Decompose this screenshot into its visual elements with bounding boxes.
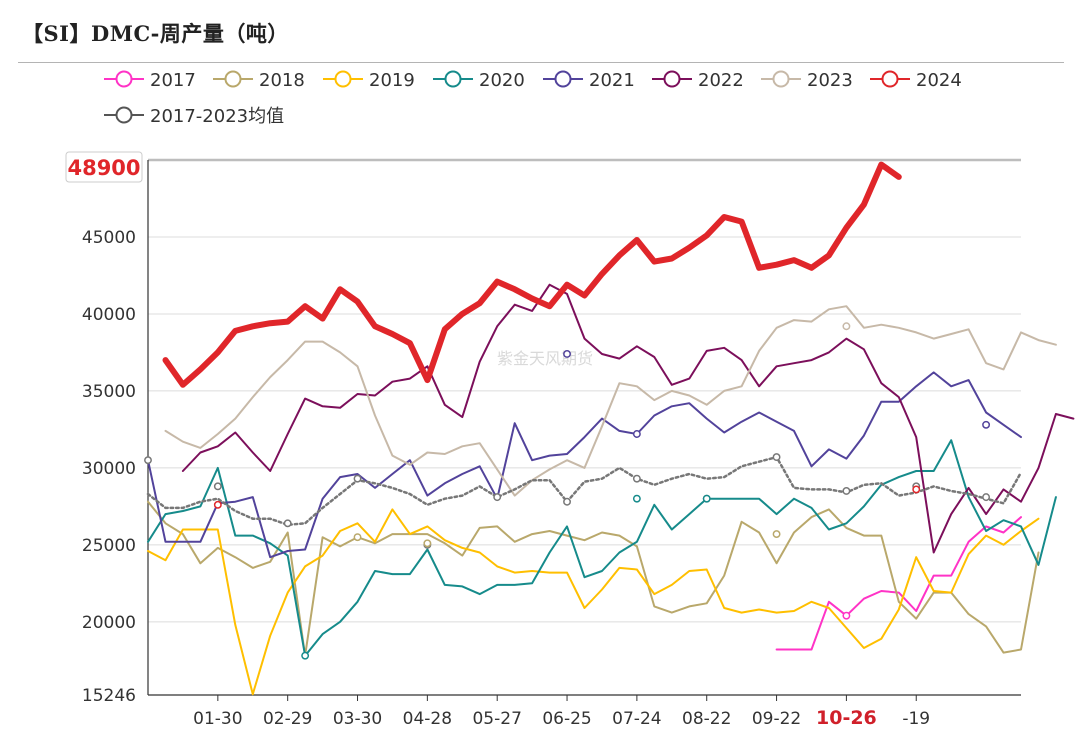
legend-item-2021: 2021: [543, 70, 635, 91]
current-value-badge-box: [65, 151, 143, 183]
legend-swatch-marker: [334, 70, 352, 88]
data-point-marker: [301, 651, 310, 660]
data-point-marker: [842, 611, 851, 620]
legend-label: 2024: [916, 70, 962, 91]
data-point-marker: [842, 487, 851, 495]
legend-item-2023: 2023: [761, 70, 853, 91]
legend-swatch-marker: [224, 70, 242, 88]
legend-label: 2022: [698, 70, 744, 91]
legend-item-2020: 2020: [433, 70, 525, 91]
data-point-marker: [353, 533, 362, 542]
title-divider: [18, 62, 1064, 63]
x-tick-label: 10-26: [816, 707, 877, 729]
watermark: 紫金天风期货: [497, 349, 593, 368]
legend: 2017 2018 2019 2020 2021 2022 2023 2024 2017-202…: [104, 70, 962, 127]
data-point-marker: [982, 420, 991, 429]
legend-label: 2020: [479, 70, 525, 91]
x-tick-label: 06-25: [542, 709, 591, 729]
series-line-2023: [164, 305, 1057, 497]
series-line-2020: [147, 439, 1057, 657]
legend-swatch-marker: [115, 106, 133, 124]
current-value-badge: 48900: [65, 151, 143, 183]
data-point-marker: [912, 485, 921, 494]
y-tick-label: 45000: [82, 228, 136, 248]
data-point-marker: [423, 539, 432, 548]
y-tick-label: 20000: [82, 613, 136, 633]
legend-label: 2018: [259, 70, 305, 91]
series-line-2017: [775, 516, 1022, 651]
data-point-marker: [283, 519, 292, 528]
x-tick-label: 05-27: [472, 709, 521, 729]
legend-item-2019: 2019: [323, 70, 415, 91]
legend-swatch-marker: [115, 70, 133, 88]
data-point-marker: [772, 453, 781, 462]
x-tick-label: 08-22: [682, 709, 731, 729]
series-line-2017-2023均值: [146, 455, 1023, 527]
x-tick-label: 07-24: [612, 709, 661, 729]
legend-item-2024: 2024: [870, 70, 962, 91]
data-point-marker: [982, 493, 991, 502]
series-line-2018: [147, 500, 1040, 657]
chart-title: 【SI】DMC-周产量（吨）: [22, 21, 289, 46]
y-tick-label: 40000: [82, 305, 136, 325]
data-point-marker: [563, 350, 571, 358]
legend-item-2018: 2018: [213, 70, 305, 91]
x-tick-label: 04-28: [403, 709, 452, 729]
y-tick-label: 30000: [82, 459, 136, 479]
y-tick-label: 35000: [82, 382, 136, 402]
x-tick-label: 01-30: [193, 709, 242, 729]
x-tick-label: 02-29: [263, 709, 312, 729]
data-point-marker: [632, 494, 641, 503]
x-tick-label: -19: [902, 709, 930, 729]
data-point-marker: [563, 497, 571, 506]
legend-item-2022: 2022: [652, 70, 744, 91]
legend-swatch-marker: [881, 70, 899, 88]
data-point-marker: [632, 474, 641, 483]
series-line-2019: [147, 508, 1040, 696]
data-point-marker: [493, 493, 502, 502]
series-markers: [144, 322, 991, 660]
data-point-marker: [772, 530, 781, 539]
series-lines: [146, 161, 1075, 696]
data-point-marker: [632, 430, 641, 438]
y-axis: 1524620000250003000035000400004500050000: [82, 151, 149, 706]
data-point-marker: [702, 494, 711, 503]
series-line-2024: [162, 161, 902, 388]
legend-swatch-marker: [444, 70, 462, 88]
legend-label: 2017: [150, 70, 196, 91]
legend-item-2017: 2017: [104, 70, 196, 91]
data-point-marker: [213, 482, 222, 491]
legend-label: 2017-2023均值: [150, 106, 284, 127]
y-tick-label: 25000: [82, 536, 136, 556]
legend-label: 2019: [369, 70, 415, 91]
y-tick-label: 15246: [82, 686, 136, 706]
data-point-marker: [144, 456, 152, 465]
legend-label: 2023: [807, 70, 853, 91]
series-line-2022: [181, 283, 1075, 554]
x-tick-label: 09-22: [752, 709, 801, 729]
legend-item-average: 2017-2023均值: [104, 106, 284, 127]
legend-swatch-marker: [663, 70, 681, 88]
legend-label: 2021: [589, 70, 635, 91]
data-point-marker: [353, 474, 362, 483]
data-point-marker: [213, 500, 222, 509]
legend-swatch-marker: [554, 70, 572, 88]
legend-swatch-marker: [772, 70, 790, 88]
x-tick-label: 03-30: [333, 709, 382, 729]
current-value-badge-text: 48900: [67, 156, 140, 180]
data-point-marker: [842, 322, 851, 331]
series-line-2021: [147, 371, 1022, 559]
x-axis: 01-30 02-29 03-30 04-28 05-27 06-25 07-24 08-22…: [148, 694, 1021, 729]
